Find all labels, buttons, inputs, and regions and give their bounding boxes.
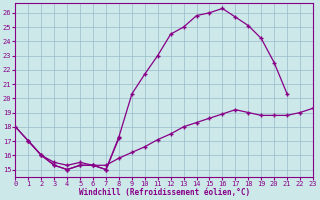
X-axis label: Windchill (Refroidissement éolien,°C): Windchill (Refroidissement éolien,°C) [79,188,250,197]
